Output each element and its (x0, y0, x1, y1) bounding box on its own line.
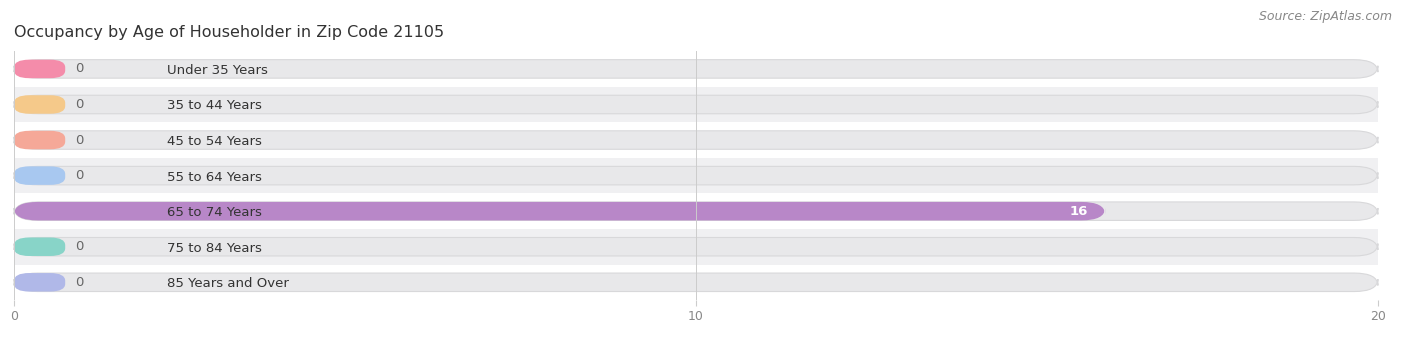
FancyBboxPatch shape (14, 166, 65, 185)
Text: Source: ZipAtlas.com: Source: ZipAtlas.com (1258, 10, 1392, 23)
Text: 0: 0 (76, 276, 84, 289)
FancyBboxPatch shape (14, 273, 65, 292)
FancyBboxPatch shape (14, 237, 65, 256)
FancyBboxPatch shape (14, 202, 1105, 220)
Bar (0, 51, 1406, 87)
FancyBboxPatch shape (14, 202, 1378, 220)
FancyBboxPatch shape (14, 131, 65, 149)
Bar (0, 193, 1406, 229)
FancyBboxPatch shape (14, 60, 1378, 78)
Bar (0, 158, 1406, 193)
Bar (0, 265, 1406, 300)
FancyBboxPatch shape (14, 273, 1378, 292)
Text: 0: 0 (76, 240, 84, 253)
Text: 16: 16 (1070, 205, 1088, 218)
FancyBboxPatch shape (14, 95, 1378, 114)
FancyBboxPatch shape (14, 237, 1378, 256)
FancyBboxPatch shape (14, 95, 65, 114)
Bar (0, 122, 1406, 158)
FancyBboxPatch shape (14, 131, 1378, 149)
Text: Occupancy by Age of Householder in Zip Code 21105: Occupancy by Age of Householder in Zip C… (14, 25, 444, 40)
Text: 0: 0 (76, 98, 84, 111)
Text: 0: 0 (76, 134, 84, 147)
FancyBboxPatch shape (14, 166, 1378, 185)
Bar (0, 87, 1406, 122)
FancyBboxPatch shape (14, 60, 65, 78)
Text: 0: 0 (76, 169, 84, 182)
Bar (0, 229, 1406, 265)
Text: 0: 0 (76, 62, 84, 75)
